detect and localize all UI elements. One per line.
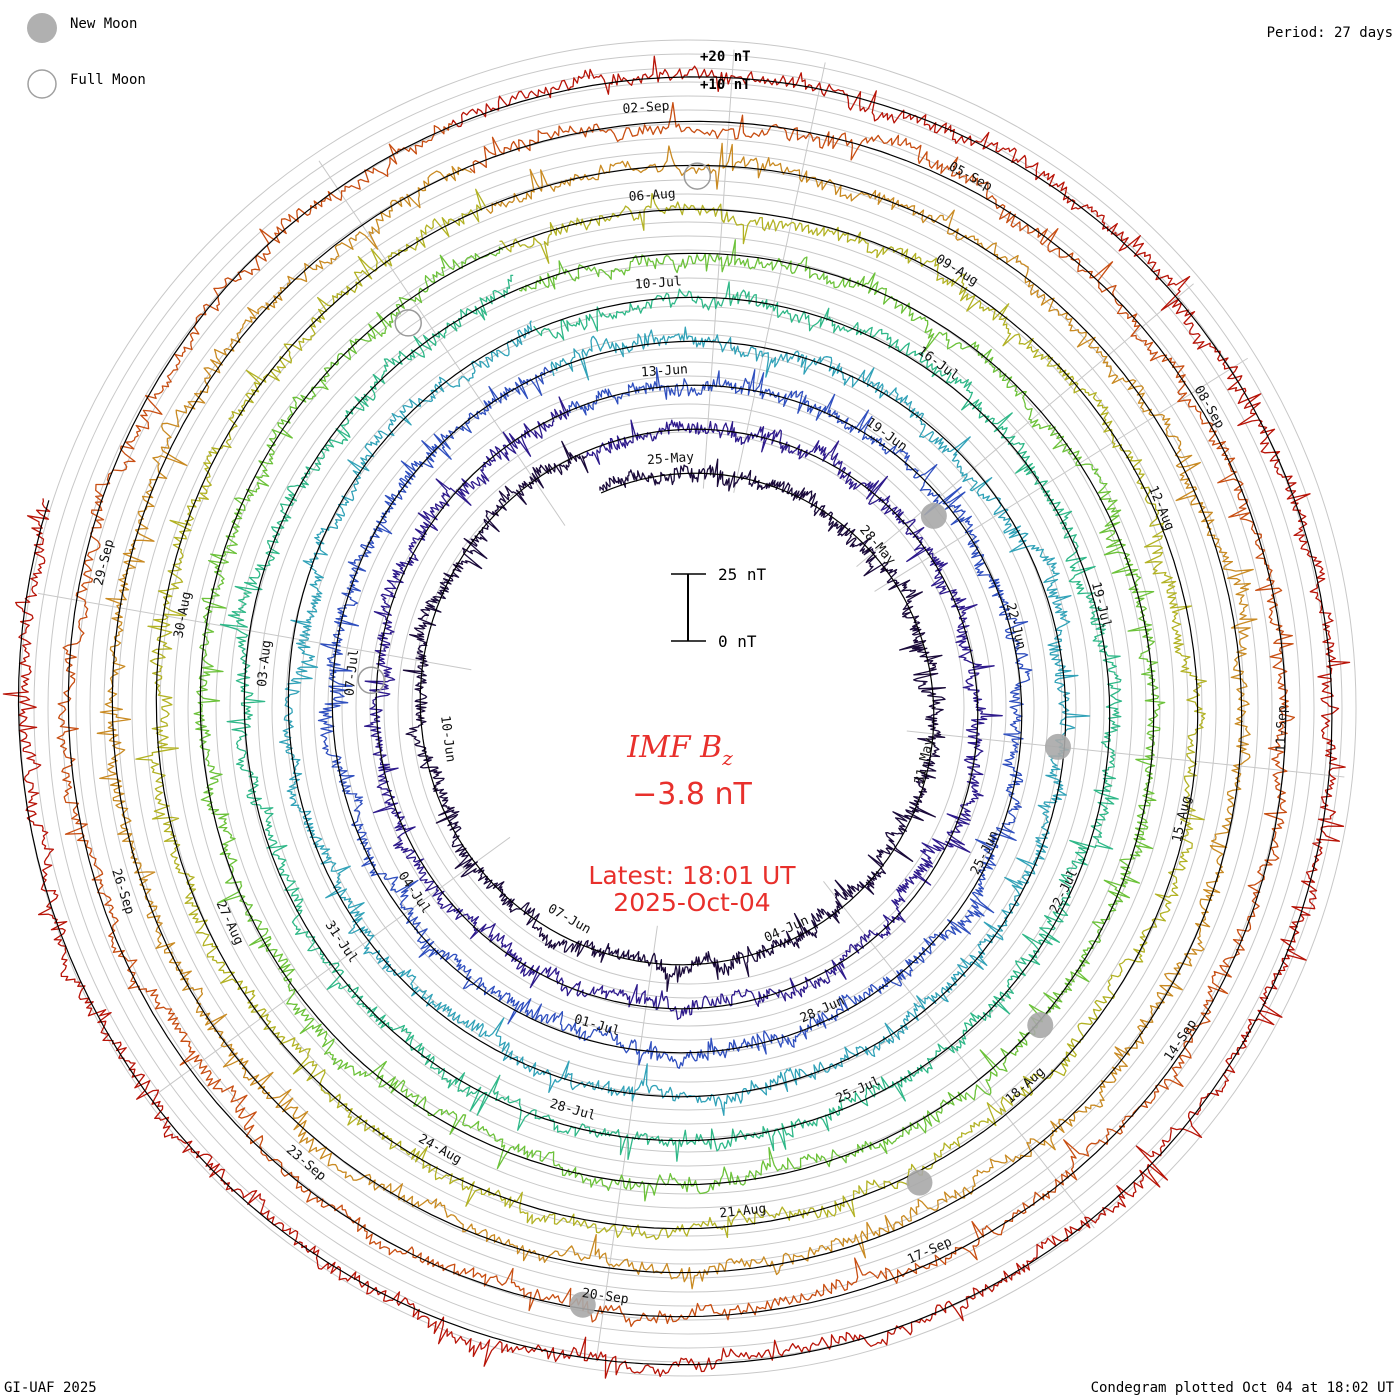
grid-ring <box>145 165 1231 1251</box>
date-label: 25-Jul <box>834 1074 883 1107</box>
scale-bar-bottom-label: 0 nT <box>718 632 757 651</box>
date-label: 25-May <box>647 450 695 468</box>
zero-baselines <box>17 76 1333 1366</box>
date-label: 19-Jun <box>863 415 910 455</box>
zero-baseline <box>199 247 1155 1186</box>
grid-ring <box>257 277 1119 1139</box>
grid-ring <box>313 333 1063 1083</box>
date-label: 29-Sep <box>91 538 117 587</box>
zero-baseline <box>155 206 1199 1230</box>
latest-date: 2025-Oct-04 <box>613 888 770 917</box>
grid-ring <box>229 249 1147 1167</box>
date-labels: 25-May28-May31-May04-Jun07-Jun10-Jun13-J… <box>91 99 1290 1308</box>
bz-trace-rotation <box>56 101 1296 1328</box>
chart-title-main: IMF B <box>626 730 722 765</box>
date-label: 22-Jul <box>1047 867 1081 916</box>
footer-plot-time: Condegram plotted Oct 04 at 18:02 UT <box>1090 1380 1394 1396</box>
date-label: 07-Jun <box>545 901 593 937</box>
ring-grid <box>19 39 1357 1377</box>
new-moon-icon <box>906 1169 933 1196</box>
zero-baseline <box>375 410 979 1010</box>
scale-bar <box>671 573 706 642</box>
date-label: 06-Aug <box>628 187 676 205</box>
spoke-line <box>702 49 735 489</box>
date-label: 07-Jul <box>342 649 362 697</box>
bz-trace-rotation <box>96 142 1258 1290</box>
spoke-line <box>37 592 472 671</box>
full-moon-icon <box>394 309 422 337</box>
date-label: 20-Sep <box>581 1286 630 1307</box>
bz-trace-rotation <box>193 239 1166 1202</box>
date-label: 13-Jun <box>641 362 689 380</box>
grid-ring <box>215 235 1161 1181</box>
new-moon-icon <box>920 502 947 529</box>
date-label: 21-Aug <box>719 1202 767 1222</box>
period-label: Period: 27 days <box>1267 25 1393 41</box>
full-moon-icon <box>357 666 385 695</box>
zero-baseline <box>419 451 935 966</box>
date-label: 28-Jul <box>548 1097 597 1124</box>
grid-ring <box>201 221 1175 1195</box>
spoke-line <box>318 160 566 526</box>
grid-ring <box>61 81 1315 1335</box>
date-label: 27-Aug <box>213 898 247 947</box>
new-moon-icon <box>1044 733 1071 760</box>
bz-trace-rotation <box>317 366 1033 1069</box>
grid-ring <box>411 431 965 985</box>
spoke-line <box>153 836 511 1097</box>
date-label: 10-Jun <box>437 715 458 763</box>
grid-ring <box>173 193 1203 1223</box>
grid-ring <box>159 179 1217 1237</box>
footer-credit: GI-UAF 2025 <box>4 1380 97 1396</box>
new-moon-icon <box>1027 1012 1054 1039</box>
zero-baseline <box>67 120 1287 1318</box>
new-moon-legend-icon <box>27 13 57 43</box>
bz-trace-rotation <box>135 188 1207 1241</box>
current-value: −3.8 nT <box>632 777 752 812</box>
date-label: 24-Aug <box>416 1132 464 1168</box>
grid-ring <box>383 403 993 1013</box>
zero-baseline <box>243 288 1111 1142</box>
spoke-line <box>856 283 1194 567</box>
zero-baseline <box>287 329 1067 1098</box>
chart-title-subscript: z <box>721 746 733 770</box>
latest-time: Latest: 18:01 UT <box>588 861 796 890</box>
spoke-line <box>823 881 1095 1229</box>
bz-trace-rotation <box>219 274 1123 1162</box>
full-moon-legend-label: Full Moon <box>70 72 146 88</box>
bz-trace-rotation <box>278 320 1091 1116</box>
new-moon-legend-label: New Moon <box>70 16 137 32</box>
date-label: 03-Aug <box>255 639 275 687</box>
spoke-line <box>874 357 1248 592</box>
date-label: 30-Aug <box>171 590 194 639</box>
spoke-line <box>906 730 1345 778</box>
date-label: 31-May <box>912 736 937 785</box>
scale-bar-top-label: 25 nT <box>718 565 767 584</box>
date-label: 25-Jun <box>968 828 1002 877</box>
zero-baseline <box>111 164 1243 1274</box>
ring-scale-inner-label: +10 nT <box>700 77 751 93</box>
date-label: 11-Sep <box>1274 705 1291 753</box>
bz-trace-rotation <box>363 396 1003 1021</box>
full-moon-icon <box>683 162 712 190</box>
zero-baseline <box>17 76 1333 1366</box>
date-label: 10-Jul <box>634 274 682 292</box>
grid-ring <box>103 123 1273 1293</box>
grid-ring <box>299 319 1077 1097</box>
date-label: 14-Sep <box>1162 1017 1201 1064</box>
grid-ring <box>47 67 1329 1349</box>
grid-ring <box>19 39 1357 1377</box>
grid-ring <box>131 151 1245 1265</box>
chart-title: IMF Bz <box>626 730 733 770</box>
date-label: 02-Sep <box>622 99 670 117</box>
ring-scale-outer-label: +20 nT <box>700 49 751 65</box>
moon-markers <box>357 162 1071 1318</box>
zero-baseline <box>331 369 1023 1054</box>
grid-ring <box>75 95 1301 1321</box>
new-moon-icon <box>569 1291 596 1318</box>
full-moon-legend-icon <box>27 69 57 99</box>
grid-ring <box>355 375 1021 1041</box>
grid-ring <box>285 305 1091 1111</box>
